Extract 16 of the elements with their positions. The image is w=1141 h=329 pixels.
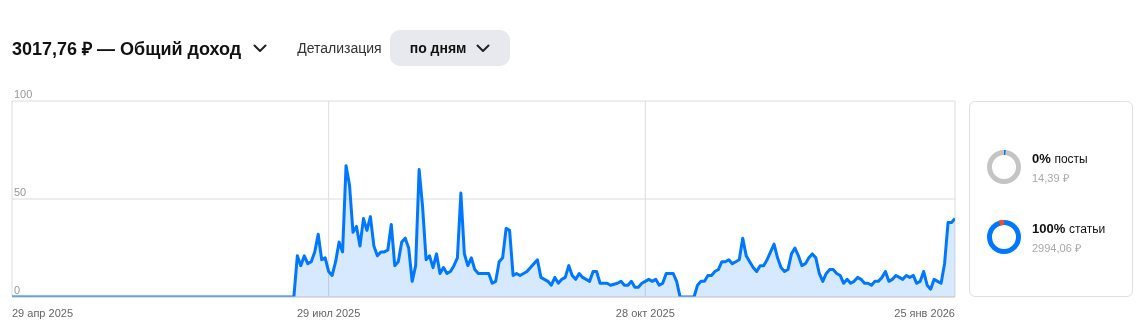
y-tick-label: 0 [14, 284, 21, 296]
text: статьи [1068, 222, 1106, 236]
text: 14,39 ₽ [1032, 171, 1069, 185]
x-tick-label: 25 янв 2026 [894, 307, 955, 319]
text: 2994,06 ₽ [1032, 241, 1081, 255]
y-tick-label: 100 [14, 88, 33, 100]
text: посты [1054, 152, 1088, 166]
x-tick-label: 29 июл 2025 [296, 307, 361, 319]
chart-title: 3017,76 ₽ — Общий доход [12, 38, 242, 60]
y-tick-label: 50 [14, 186, 27, 198]
text: по дням [409, 40, 467, 56]
x-tick-label: 28 окт 2025 [615, 307, 675, 319]
x-tick-label: 29 апр 2025 [12, 307, 74, 319]
text: Детализация [297, 40, 382, 56]
text: 100% [1032, 221, 1066, 236]
text: 0% [1032, 151, 1051, 166]
